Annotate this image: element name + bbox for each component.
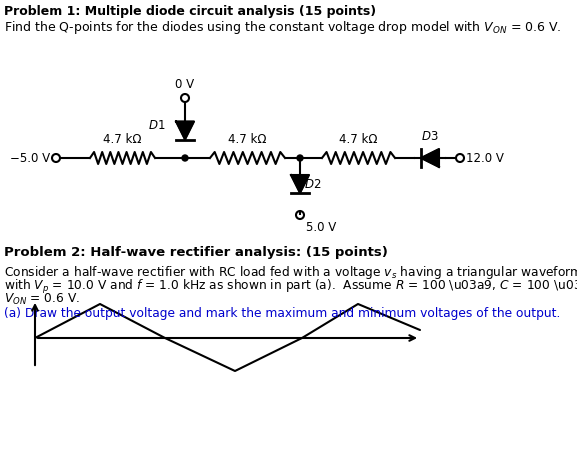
Text: $D3$: $D3$ [421, 130, 439, 143]
Polygon shape [421, 149, 439, 167]
Text: Problem 1: Multiple diode circuit analysis (15 points): Problem 1: Multiple diode circuit analys… [4, 5, 376, 18]
Text: Problem 2: Half-wave rectifier analysis: (15 points): Problem 2: Half-wave rectifier analysis:… [4, 246, 388, 259]
Text: 0 V: 0 V [175, 78, 194, 91]
Polygon shape [176, 122, 194, 139]
Circle shape [297, 155, 303, 161]
Text: $V_{ON}$ = 0.6 V.: $V_{ON}$ = 0.6 V. [4, 292, 80, 307]
Circle shape [182, 155, 188, 161]
Text: 4.7 kΩ: 4.7 kΩ [339, 133, 378, 146]
Text: −5.0 V: −5.0 V [10, 152, 50, 164]
Text: Find the Q-points for the diodes using the constant voltage drop model with $V_{: Find the Q-points for the diodes using t… [4, 19, 561, 36]
Text: with $V_p$ = 10.0 V and $f$ = 1.0 kHz as shown in part (a).  Assume $R$ = 100 \u: with $V_p$ = 10.0 V and $f$ = 1.0 kHz as… [4, 278, 577, 296]
Text: $D2$: $D2$ [304, 177, 321, 190]
Text: (a) Draw the output voltage and mark the maximum and minimum voltages of the out: (a) Draw the output voltage and mark the… [4, 307, 560, 320]
Text: 4.7 kΩ: 4.7 kΩ [228, 133, 267, 146]
Text: $D1$: $D1$ [148, 119, 165, 132]
Text: 12.0 V: 12.0 V [466, 152, 504, 164]
Text: 4.7 kΩ: 4.7 kΩ [103, 133, 142, 146]
Polygon shape [291, 175, 309, 193]
Text: 5.0 V: 5.0 V [306, 221, 336, 234]
Text: Consider a half-wave rectifier with RC load fed with a voltage $v_s$ having a tr: Consider a half-wave rectifier with RC l… [4, 264, 577, 281]
